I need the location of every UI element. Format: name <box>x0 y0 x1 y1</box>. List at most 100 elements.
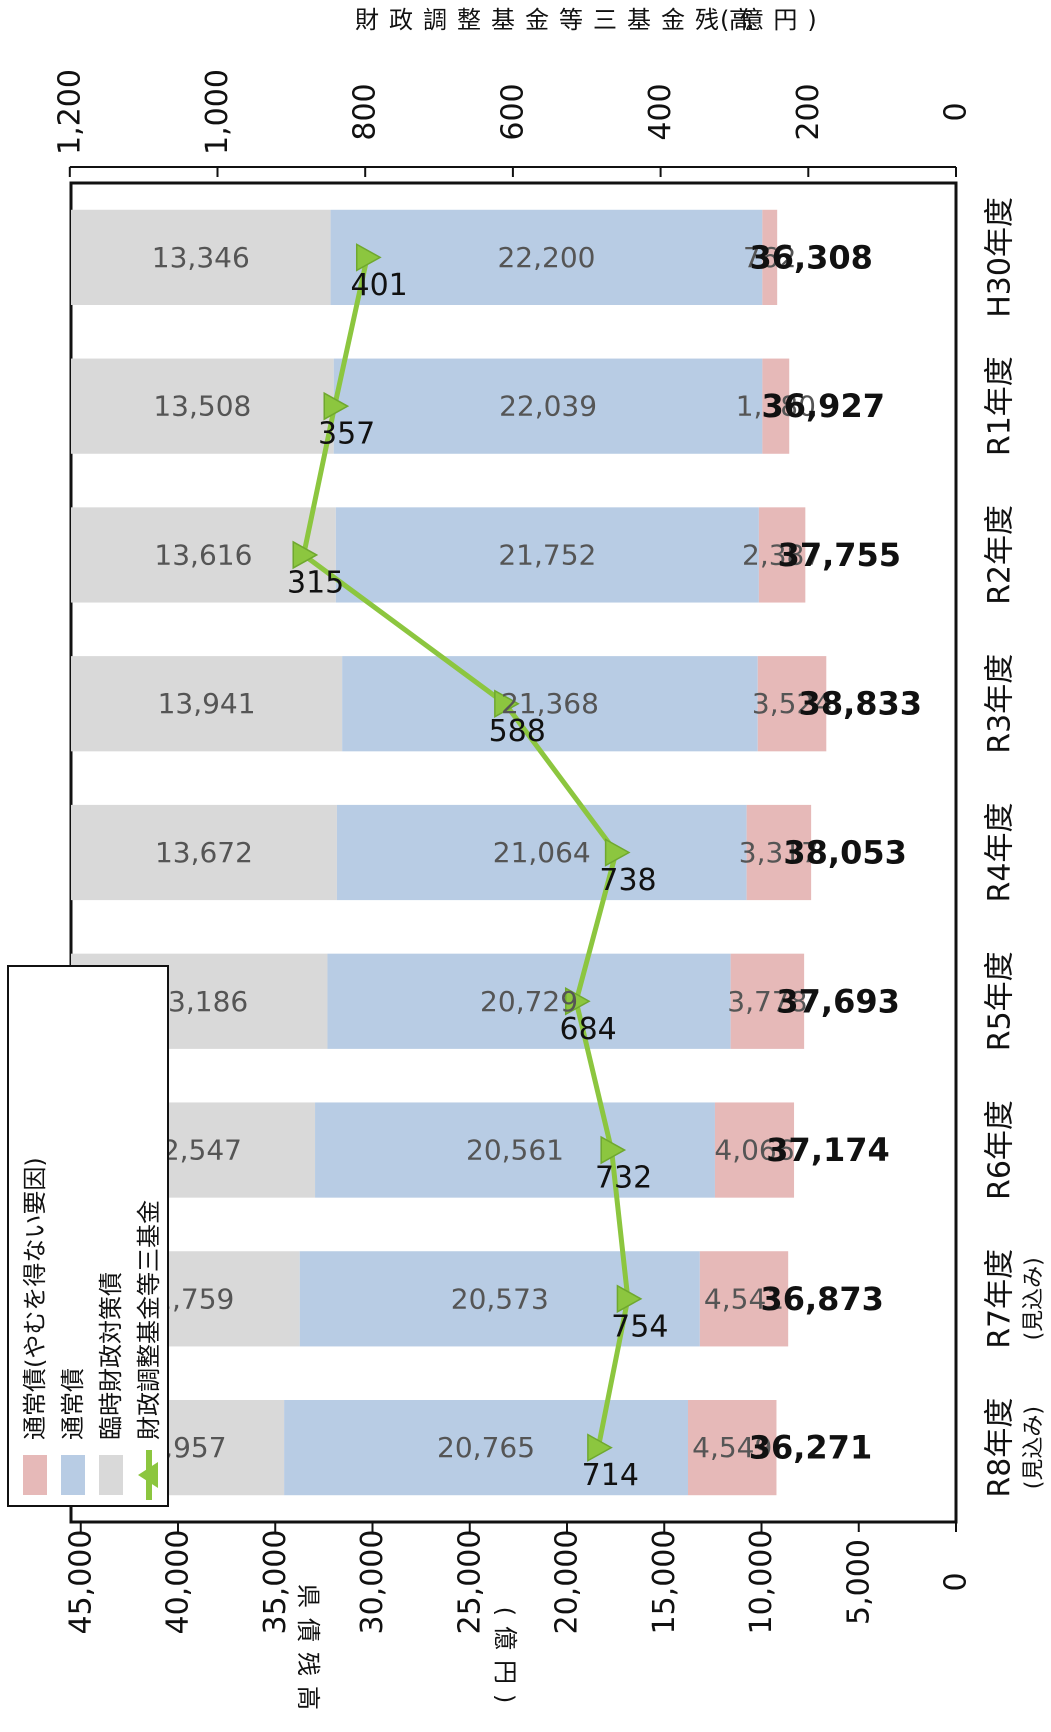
bar-segment-0-4 <box>71 804 337 901</box>
segment-label-2-4: 3,317 <box>739 836 819 869</box>
legend-label-3: 財政調整基金等三基金 <box>135 1200 163 1440</box>
right-axis-tick-label-3: 600 <box>495 83 530 140</box>
segment-label-2-2: 2,387 <box>742 538 822 571</box>
bar-segment-1-5 <box>327 953 731 1049</box>
total-label-1: 36,927 <box>761 387 884 425</box>
total-label-4: 38,053 <box>783 834 906 872</box>
left-axis-tick-label-9: 45,000 <box>63 1530 98 1635</box>
legend-swatch-0 <box>23 1455 47 1495</box>
total-label-0: 36,308 <box>749 238 872 276</box>
segment-label-2-5: 3,778 <box>727 985 807 1018</box>
segment-label-1-4: 21,064 <box>493 836 591 869</box>
bar-segment-0-2 <box>70 507 336 603</box>
bar-segment-2-5 <box>730 953 805 1049</box>
fund-label-8: 714 <box>582 1458 639 1493</box>
legend-marker-3 <box>138 1462 158 1488</box>
right-axis-tick-label-2: 400 <box>643 83 678 140</box>
legend-label-2: 臨時財政対策債 <box>97 1272 125 1440</box>
right-axis-title: 財政調整基金等三基金残高 <box>355 6 763 34</box>
fund-label-0: 401 <box>351 268 408 303</box>
category-label-2: R2年度 <box>983 505 1018 605</box>
left-axis-tick-label-2: 10,000 <box>744 1530 779 1635</box>
fund-label-1: 357 <box>318 417 375 452</box>
bar-segment-1-4 <box>336 804 747 901</box>
fund-label-5: 684 <box>560 1012 617 1047</box>
segment-label-1-8: 20,765 <box>437 1431 535 1464</box>
right-axis-tick-label-6: 1,200 <box>52 69 87 155</box>
segment-label-2-0: 762 <box>743 241 796 274</box>
bar-segment-0-3 <box>71 656 343 752</box>
total-label-2: 37,755 <box>778 536 901 574</box>
segment-label-0-4: 13,672 <box>155 836 253 869</box>
left-axis-tick-label-5: 25,000 <box>452 1530 487 1635</box>
segment-label-1-1: 22,039 <box>499 390 597 423</box>
left-axis-tick-label-0: 0 <box>939 1572 974 1591</box>
segment-label-1-7: 20,573 <box>451 1282 549 1315</box>
bar-segment-2-0 <box>762 209 778 305</box>
legend-swatch-2 <box>99 1455 123 1495</box>
bar-segment-1-7 <box>299 1251 700 1347</box>
bar-segment-0-0 <box>71 209 331 305</box>
segment-label-1-6: 20,561 <box>466 1134 564 1167</box>
fund-marker-6 <box>600 1135 627 1165</box>
fund-label-6: 732 <box>595 1161 652 1196</box>
right-axis-tick-label-4: 800 <box>348 83 383 140</box>
bar-segment-2-4 <box>746 804 812 901</box>
fund-label-2: 315 <box>287 565 344 600</box>
bar-segment-1-0 <box>330 209 763 305</box>
category-sublabel-8: (見込み) <box>1022 1406 1047 1489</box>
right-axis-tick-label-0: 0 <box>939 102 974 121</box>
right-axis-tick-label-1: 200 <box>791 83 826 140</box>
segment-label-2-8: 4,549 <box>692 1431 772 1464</box>
left-axis-tick-label-1: 5,000 <box>841 1539 876 1625</box>
left-axis-tick-label-4: 20,000 <box>550 1530 585 1635</box>
right-axis-unit: (億円) <box>720 6 827 34</box>
bar-segment-2-6 <box>714 1102 795 1198</box>
segment-label-2-6: 4,066 <box>714 1134 794 1167</box>
fund-marker-8 <box>587 1433 613 1462</box>
segment-label-0-0: 13,346 <box>152 241 250 274</box>
segment-label-2-7: 4,541 <box>704 1282 784 1315</box>
right-axis-tick-label-5: 1,000 <box>200 69 235 155</box>
category-label-1: R1年度 <box>983 356 1018 456</box>
bar-segment-1-3 <box>342 656 758 752</box>
fund-marker-0 <box>355 243 382 272</box>
segment-label-1-3: 21,368 <box>501 687 599 720</box>
legend-swatch-1 <box>61 1455 85 1495</box>
fund-label-7: 754 <box>611 1309 668 1344</box>
segment-label-1-5: 20,729 <box>480 985 578 1018</box>
left-axis-tick-label-6: 30,000 <box>355 1530 390 1635</box>
left-axis-tick-label-8: 40,000 <box>161 1530 196 1635</box>
bar-segment-2-1 <box>762 358 790 454</box>
segment-label-0-1: 13,508 <box>153 390 251 423</box>
fund-marker-1 <box>323 391 350 421</box>
category-label-8: R8年度 <box>983 1398 1018 1498</box>
left-axis-tick-label-3: 15,000 <box>647 1530 682 1635</box>
legend-label-0: 通常債(やむを得ない要因) <box>21 1157 49 1440</box>
legend-label-1: 通常債 <box>59 1368 87 1440</box>
bar-segment-2-8 <box>687 1400 777 1496</box>
total-label-8: 36,271 <box>749 1429 872 1467</box>
bar-segment-2-2 <box>758 507 806 603</box>
bar-segment-2-3 <box>757 656 827 752</box>
category-label-4: R4年度 <box>983 803 1018 903</box>
segment-label-1-2: 21,752 <box>498 538 596 571</box>
category-label-6: R6年度 <box>983 1100 1018 1200</box>
fund-marker-5 <box>564 987 591 1016</box>
axes-layer: 0 5,000 10,000 15,000 20,000 25,000 30,000 35,0… <box>52 6 1046 1720</box>
left-axis-tick-label-7: 35,000 <box>258 1530 293 1635</box>
total-label-3: 38,833 <box>799 685 922 723</box>
total-label-6: 37,174 <box>766 1131 889 1169</box>
legend: 通常債(やむを得ない要因) 通常債 臨時財政対策債 財政調整基金等三基金 <box>7 965 169 1507</box>
bar-segment-2-7 <box>699 1251 789 1347</box>
segment-label-2-1: 1,380 <box>736 390 816 423</box>
total-label-5: 37,693 <box>776 982 899 1020</box>
segment-label-1-0: 22,200 <box>497 241 595 274</box>
segment-label-2-3: 3,524 <box>752 687 832 720</box>
bars-layer <box>70 209 827 1496</box>
left-axis-title: 県債残高 <box>294 1584 322 1720</box>
segment-label-0-3: 13,941 <box>158 687 256 720</box>
